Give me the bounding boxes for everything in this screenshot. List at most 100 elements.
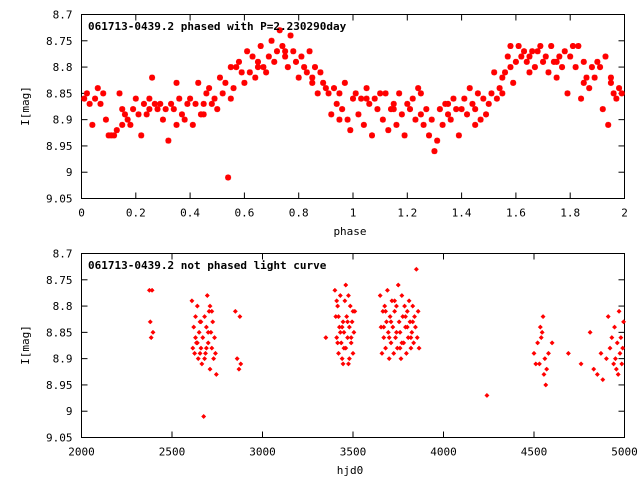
data-point (502, 69, 509, 76)
data-point (609, 335, 615, 341)
data-point (350, 95, 356, 102)
data-point (616, 308, 622, 314)
data-point (564, 90, 571, 97)
data-point (396, 90, 403, 97)
data-point (518, 53, 525, 60)
data-point (271, 58, 278, 65)
data-point (207, 303, 213, 309)
data-point (200, 100, 207, 107)
data-point (575, 43, 582, 50)
data-point (203, 345, 209, 351)
data-point (402, 303, 408, 309)
data-point (391, 350, 397, 356)
data-point (335, 303, 341, 309)
data-point (196, 329, 202, 335)
data-point (423, 106, 430, 113)
data-point (392, 298, 398, 304)
data-point (540, 314, 546, 320)
data-point (208, 100, 215, 107)
data-point (150, 329, 156, 335)
data-point (485, 100, 492, 107)
data-point (341, 79, 348, 86)
data-point (209, 308, 215, 314)
y-tick-label: 8.75 (46, 35, 73, 48)
data-point (507, 43, 514, 50)
data-point (402, 314, 409, 320)
data-point (553, 74, 560, 81)
data-point (309, 74, 316, 81)
data-point (431, 148, 438, 155)
data-point (539, 329, 545, 335)
data-point (203, 324, 209, 330)
data-point (200, 335, 206, 341)
data-point (263, 69, 270, 76)
data-point (336, 90, 343, 97)
data-point (192, 100, 199, 107)
data-point (398, 356, 404, 362)
data-point (252, 74, 259, 81)
data-point (232, 308, 238, 314)
data-point (578, 361, 584, 367)
data-point (383, 308, 389, 314)
data-point (600, 377, 606, 383)
data-point (408, 335, 414, 341)
data-point (298, 53, 305, 60)
data-point (395, 282, 401, 288)
data-point (404, 308, 410, 314)
data-point (268, 37, 275, 44)
data-point (382, 303, 388, 309)
data-point (413, 266, 419, 272)
data-point (213, 371, 219, 377)
data-point (545, 69, 552, 76)
data-point (578, 95, 585, 102)
data-point (531, 350, 537, 356)
y-axis-label: I[mag] (19, 86, 32, 126)
data-point (309, 79, 316, 86)
data-point (472, 121, 479, 128)
data-point (190, 345, 196, 351)
data-point (605, 121, 612, 128)
data-point (587, 329, 593, 335)
data-point (390, 100, 397, 107)
data-point (369, 132, 376, 139)
data-point (130, 106, 137, 113)
data-point (610, 90, 617, 97)
data-points (146, 266, 627, 420)
x-tick-label: 1 (350, 207, 357, 220)
data-point (617, 350, 623, 356)
y-tick-label: 8.9 (53, 114, 73, 127)
data-point (233, 64, 240, 71)
data-point (345, 335, 351, 341)
data-point (210, 319, 216, 325)
data-point (176, 95, 183, 102)
data-point (227, 95, 234, 102)
data-point (214, 106, 221, 113)
data-point (151, 100, 158, 107)
data-point (254, 58, 261, 65)
data-point (523, 58, 530, 65)
data-point (216, 74, 223, 81)
x-tick-label: 1.8 (560, 207, 580, 220)
data-point (222, 79, 229, 86)
x-tick-label: 2 (621, 207, 628, 220)
data-point (323, 335, 329, 341)
data-point (173, 79, 180, 86)
data-point (197, 350, 203, 356)
data-point (543, 382, 549, 388)
data-point (510, 79, 517, 86)
data-point (195, 356, 201, 362)
data-point (450, 95, 457, 102)
data-point (599, 106, 606, 113)
data-point (83, 90, 90, 97)
data-point (149, 74, 156, 81)
data-point (542, 53, 549, 60)
data-point (203, 90, 210, 97)
y-tick-label: 8.7 (53, 248, 73, 261)
data-point (488, 90, 495, 97)
data-point (397, 345, 403, 351)
data-point (335, 350, 342, 356)
data-point (168, 100, 175, 107)
data-point (320, 79, 327, 86)
data-point (338, 340, 344, 346)
data-point (607, 79, 614, 86)
